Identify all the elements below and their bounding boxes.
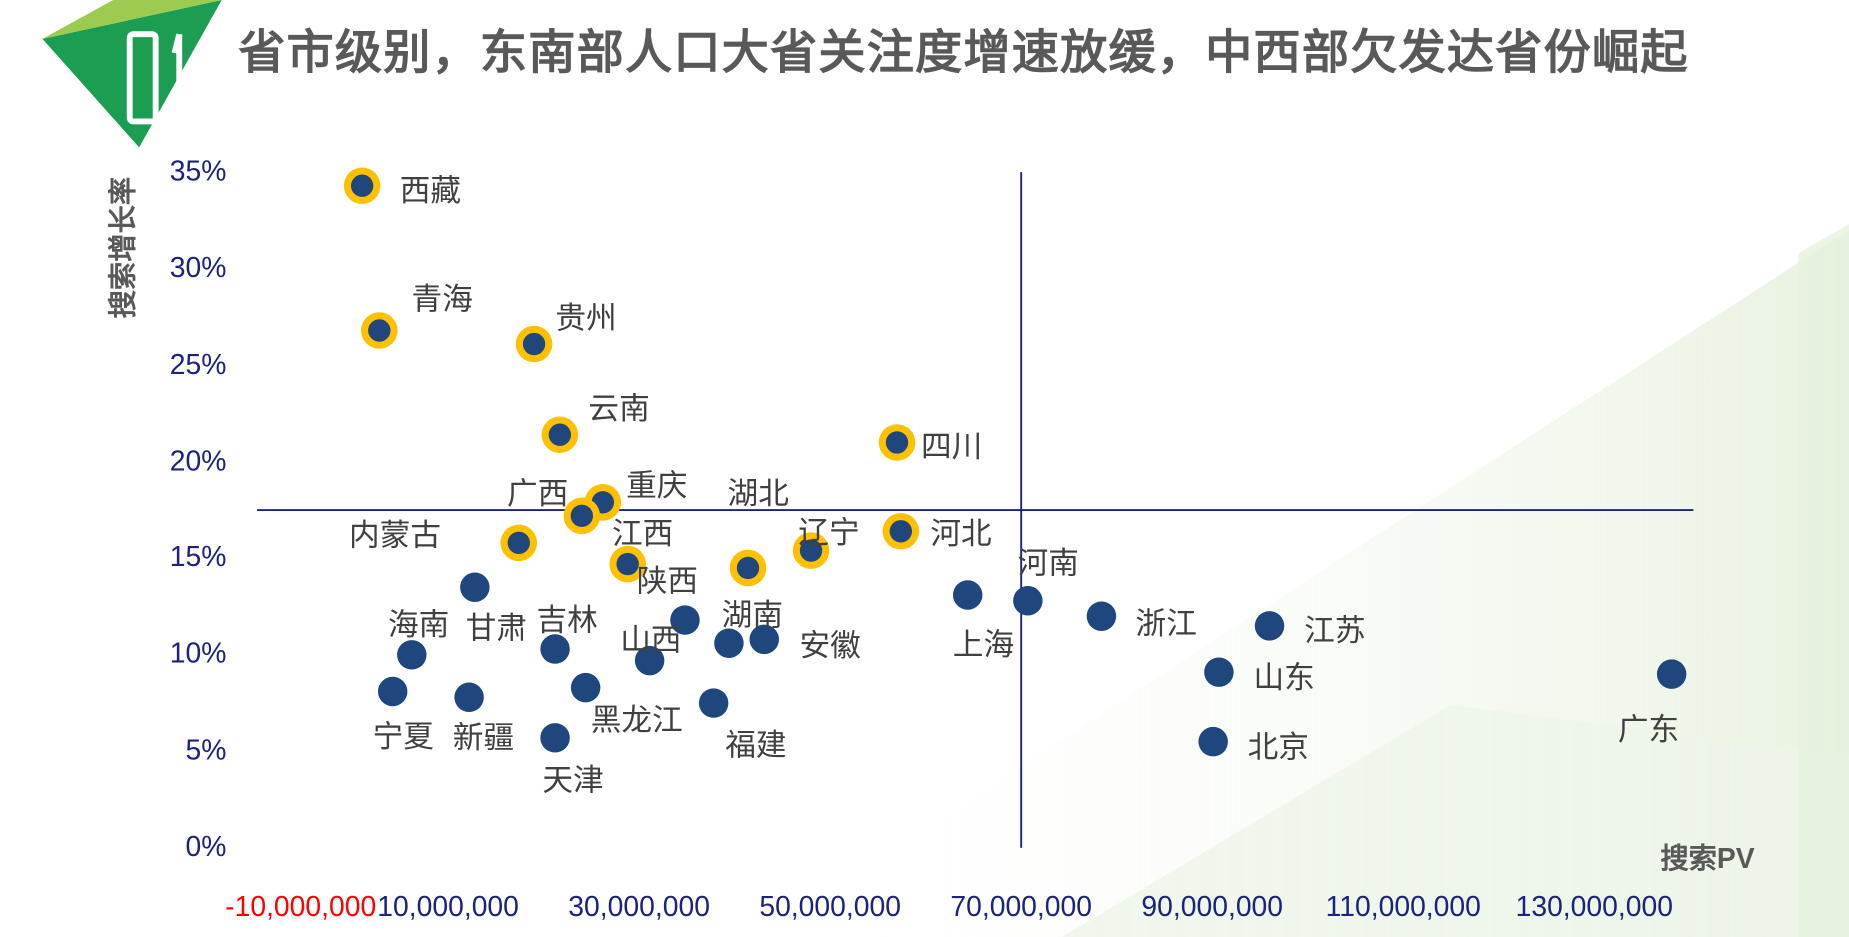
badge-number-01 (126, 31, 183, 125)
point-label: 四川 (920, 428, 983, 465)
y-tick-label: 15% (169, 541, 227, 574)
y-tick-label: 35% (169, 155, 227, 188)
data-point (698, 688, 729, 718)
point-label: 甘肃 (465, 610, 528, 646)
data-point (548, 423, 572, 446)
point-label: 天津 (542, 762, 604, 798)
x-tick-label: 10,000,000 (377, 891, 519, 924)
x-axis-label: 搜索PV (1660, 843, 1755, 875)
data-point (540, 723, 570, 753)
data-point (1198, 726, 1228, 757)
x-tick-label: 70,000,000 (950, 891, 1093, 924)
y-tick-label: 0% (185, 831, 227, 864)
data-point (454, 682, 484, 713)
data-point (350, 174, 374, 197)
point-label: 贵州 (555, 300, 617, 336)
point-label: 云南 (588, 390, 650, 427)
page-title: 省市级别，东南部人口大省关注度增速放缓，中西部欠发达省份崛起 (238, 27, 1689, 80)
y-tick-label: 5% (185, 734, 227, 767)
data-point (1013, 586, 1043, 616)
point-label: 吉林 (536, 601, 598, 638)
x-tick-label: 90,000,000 (1141, 891, 1284, 924)
data-point (368, 319, 391, 342)
x-tick-label: 50,000,000 (759, 891, 901, 924)
point-label: 辽宁 (798, 514, 860, 551)
y-tick-label: 10% (169, 638, 227, 671)
data-point (634, 645, 665, 676)
data-point (616, 552, 639, 576)
point-label: 河北 (930, 515, 992, 552)
point-label: 北京 (1247, 729, 1309, 765)
point-label: 新疆 (452, 719, 515, 756)
point-label: 浙江 (1135, 605, 1197, 641)
y-tick-label: 30% (169, 252, 227, 285)
section-badge (42, 0, 222, 148)
point-label: 黑龙江 (590, 702, 683, 738)
point-label: 上海 (952, 626, 1015, 663)
y-tick-label: 20% (169, 445, 227, 478)
point-label: 安徽 (799, 627, 861, 664)
data-point (507, 531, 530, 555)
data-point (714, 628, 744, 658)
point-label: 陕西 (636, 563, 699, 599)
point-label: 重庆 (626, 467, 688, 503)
point-label: 湖南 (721, 597, 783, 633)
point-label: 湖北 (727, 475, 789, 512)
data-point (1254, 611, 1285, 641)
data-point (570, 504, 594, 528)
data-point (889, 520, 913, 543)
x-tick-label: 110,000,000 (1325, 891, 1481, 924)
data-point (952, 580, 983, 610)
point-label: 青海 (411, 281, 473, 317)
x-tick-label: -10,000,000 (225, 891, 377, 924)
data-point (749, 624, 779, 655)
data-point (397, 640, 427, 670)
point-label: 广西 (507, 475, 569, 512)
data-point (670, 605, 700, 635)
point-label: 河南 (1017, 545, 1079, 581)
point-label: 内蒙古 (349, 517, 442, 553)
point-label: 广东 (1617, 711, 1680, 748)
data-point (522, 332, 546, 356)
data-point (460, 572, 490, 602)
data-point (736, 556, 760, 580)
data-point (1204, 657, 1234, 687)
x-tick-label: 130,000,000 (1515, 891, 1673, 924)
point-label: 江苏 (1304, 612, 1366, 648)
point-label: 福建 (725, 726, 787, 763)
point-label: 山西 (620, 622, 682, 658)
data-point (1086, 601, 1117, 631)
data-point (1656, 659, 1687, 689)
x-tick-label: 30,000,000 (568, 891, 710, 924)
data-point (570, 672, 601, 703)
y-tick-label: 25% (169, 348, 227, 381)
point-label: 江西 (611, 515, 674, 552)
point-label: 西藏 (399, 172, 462, 209)
point-label: 宁夏 (372, 718, 434, 755)
data-point (377, 676, 408, 707)
data-point (540, 634, 570, 664)
point-label: 山东 (1253, 659, 1315, 696)
point-label: 海南 (387, 606, 450, 643)
data-point (799, 539, 823, 562)
data-point (885, 431, 909, 454)
